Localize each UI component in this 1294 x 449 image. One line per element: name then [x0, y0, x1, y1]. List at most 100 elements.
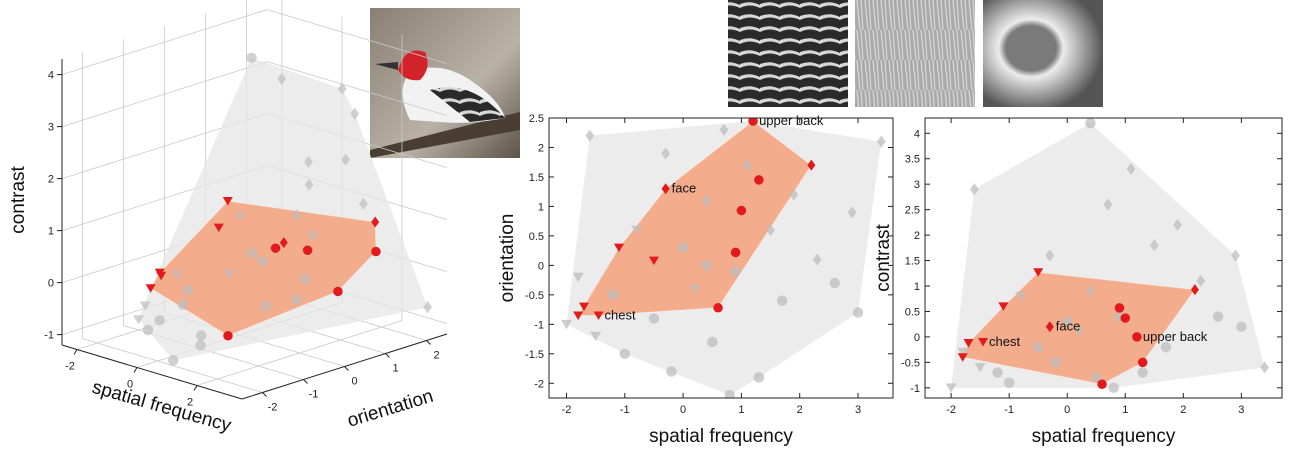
point-label: upper back [759, 113, 824, 128]
z-tick-label: 1 [48, 226, 54, 238]
point [1236, 322, 1246, 332]
bird-photo [370, 8, 520, 158]
y-tick-label: 1.5 [529, 172, 544, 184]
point [333, 287, 343, 297]
point [608, 290, 618, 300]
point-label: chest [605, 307, 636, 322]
point [300, 274, 310, 284]
x-tick-label: -2 [946, 404, 956, 416]
point [291, 294, 301, 304]
x-axis-label: spatial frequency [1032, 426, 1176, 447]
y-tick-label: 0.5 [529, 231, 544, 243]
z-tick-label: 4 [48, 70, 54, 82]
point [649, 313, 659, 323]
y-tick-label: 2.5 [529, 113, 544, 125]
point [620, 349, 630, 359]
y-axis-label: orientation [345, 386, 436, 432]
point [730, 266, 740, 276]
z-axis-label: contrast [8, 165, 29, 233]
point [853, 307, 863, 317]
x-tick-label: 2 [797, 404, 803, 416]
point [143, 325, 153, 335]
y-tick-label: 0 [538, 260, 544, 272]
y-tick-label: -0.5 [901, 357, 920, 369]
y-tick-label: 3 [914, 179, 920, 191]
point [271, 243, 281, 253]
y-tick-label: 4 [914, 128, 920, 140]
point [1213, 311, 1223, 321]
y-tick-label: -1 [534, 319, 544, 331]
point [666, 366, 676, 376]
y-tick [386, 354, 390, 358]
x-axis-label: spatial frequency [649, 426, 793, 447]
z-tick-label: 2 [48, 174, 54, 186]
y-tick [304, 380, 308, 384]
x-tick-label: 3 [1238, 404, 1244, 416]
point [1132, 332, 1142, 342]
point-label: upper back [1143, 329, 1208, 344]
point-label: chest [989, 334, 1020, 349]
x-axis-label: spatial frequency [90, 377, 234, 437]
y-tick-label: 3.5 [905, 154, 920, 166]
y-tick-label: 0.5 [905, 306, 920, 318]
x-tick-label: -1 [1004, 404, 1014, 416]
point [196, 330, 206, 340]
point [678, 242, 688, 252]
point [246, 53, 256, 63]
y-axis-label: contrast [873, 223, 894, 291]
point [829, 278, 839, 288]
point [1085, 118, 1095, 128]
texture-patches [728, 0, 1103, 107]
point [1137, 367, 1147, 377]
point-label: face [672, 181, 697, 196]
x-tick-label: 3 [855, 404, 861, 416]
y-tick-label: -1 [910, 383, 920, 395]
point [168, 355, 178, 365]
y-tick-label: 2 [914, 230, 920, 242]
point [725, 390, 735, 400]
z-tick-label: 3 [48, 122, 54, 134]
y-tick-label: 2.5 [905, 205, 920, 217]
y-axis-label: orientation [497, 214, 518, 303]
point [303, 246, 313, 256]
point [1050, 357, 1060, 367]
point-label: face [1056, 319, 1081, 334]
y-tick [345, 367, 349, 371]
point [261, 301, 271, 311]
x-tick-label: 1 [738, 404, 744, 416]
point [713, 303, 723, 313]
point [1004, 378, 1014, 388]
z-tick-label: -1 [44, 330, 54, 342]
point [182, 285, 192, 295]
y-tick-label: 1 [538, 201, 544, 213]
y-tick-label: -0.5 [525, 290, 544, 302]
x-tick [74, 350, 77, 355]
y-tick-label: 1 [392, 363, 398, 375]
point [1121, 313, 1131, 323]
y-tick-label: -1.5 [525, 349, 544, 361]
x-tick-label: 2 [1180, 404, 1186, 416]
point [257, 256, 267, 266]
point [371, 247, 381, 256]
y-tick-label: 1 [914, 281, 920, 293]
figure: -2 0 2 -2 -1 0 1 2 -1 0 1 2 3 4 spatial frequency orien… [0, 0, 1294, 449]
point [223, 331, 233, 341]
y-tick-label: -2 [534, 378, 544, 390]
y-tick-label: -2 [268, 402, 278, 414]
z-tick-label: 0 [48, 278, 54, 290]
y-tick-label: 0 [914, 332, 920, 344]
x-tick-label: 0 [680, 404, 686, 416]
y-tick-label: 2 [433, 350, 439, 362]
point [1033, 342, 1043, 352]
point [1097, 380, 1107, 390]
point [195, 340, 205, 350]
point [154, 315, 164, 325]
x-tick-label: -1 [620, 404, 630, 416]
x-tick-label: 0 [1064, 404, 1070, 416]
y-tick-label: 1.5 [905, 256, 920, 268]
point [992, 367, 1002, 377]
x-tick-label: 1 [1122, 404, 1128, 416]
point [731, 248, 741, 258]
point [247, 248, 257, 258]
y-tick [427, 341, 431, 345]
